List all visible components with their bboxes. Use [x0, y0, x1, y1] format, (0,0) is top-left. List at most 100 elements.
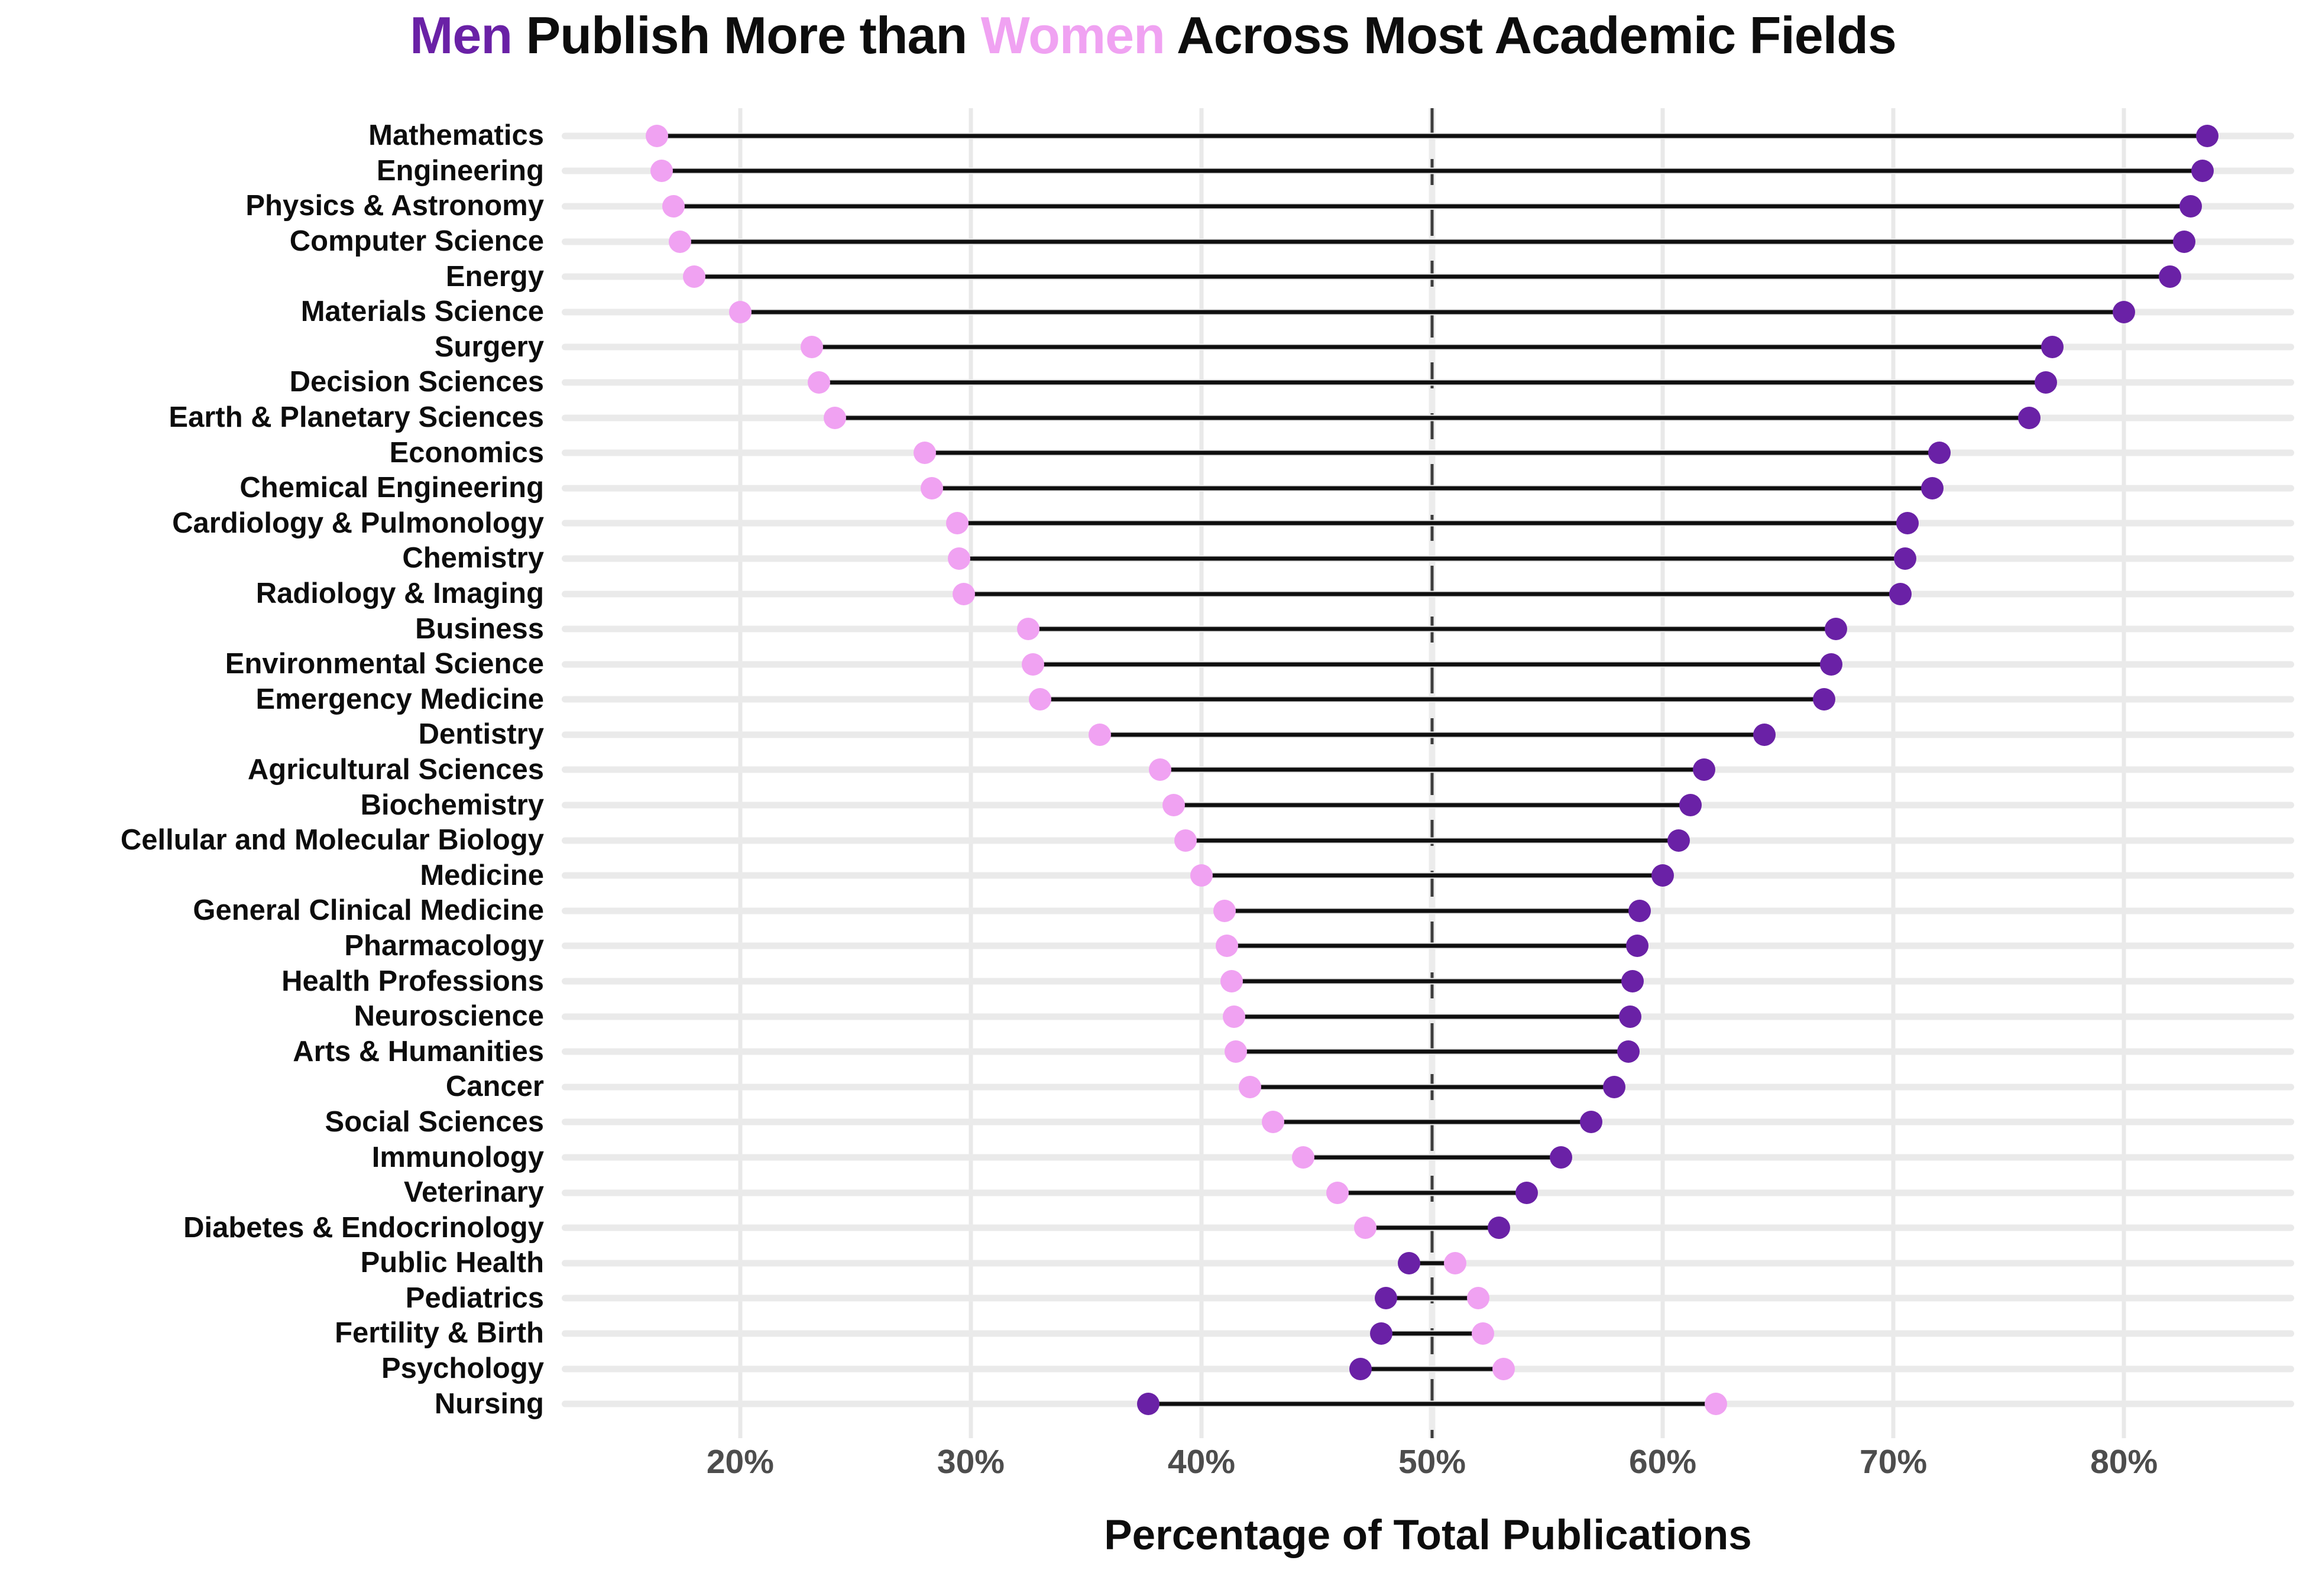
- row-connector: [1033, 662, 1831, 667]
- dot-women: [1190, 864, 1213, 887]
- dumbbell-row: [562, 1281, 2294, 1316]
- gridline-80: [2122, 108, 2126, 1438]
- dot-women: [1220, 970, 1243, 993]
- category-label: Psychology: [381, 1352, 544, 1385]
- dot-men: [1626, 935, 1649, 958]
- dot-women: [807, 371, 830, 394]
- category-label: Public Health: [360, 1247, 544, 1279]
- category-label: Fertility & Birth: [335, 1317, 544, 1350]
- category-label: Arts & Humanities: [293, 1035, 544, 1068]
- category-label: Cancer: [445, 1071, 544, 1103]
- dot-women: [669, 230, 692, 253]
- category-label: Environmental Science: [225, 648, 544, 680]
- row-connector: [1100, 732, 1764, 737]
- dumbbell-row: [562, 365, 2294, 400]
- row-connector: [1303, 1155, 1562, 1160]
- dumbbell-row: [562, 259, 2294, 294]
- row-connector: [1160, 767, 1705, 772]
- category-label: Social Sciences: [325, 1105, 544, 1138]
- row-connector: [662, 168, 2203, 173]
- dot-women: [1213, 899, 1236, 922]
- dumbbell-row: [562, 506, 2294, 541]
- dumbbell-row: [562, 224, 2294, 259]
- row-connector: [924, 450, 1940, 455]
- dot-men: [2172, 230, 2195, 253]
- gridline-30: [969, 108, 973, 1438]
- dot-men: [1621, 970, 1644, 993]
- dot-men: [1628, 899, 1651, 922]
- dot-men: [1819, 653, 1842, 676]
- dot-men: [1550, 1146, 1573, 1169]
- dot-women: [1467, 1287, 1490, 1310]
- dot-women: [1215, 935, 1238, 958]
- dot-women: [1326, 1181, 1349, 1204]
- dumbbell-row: [562, 893, 2294, 929]
- dot-women: [1028, 688, 1051, 711]
- dot-men: [1693, 758, 1716, 781]
- dot-women: [646, 124, 669, 147]
- reference-line-50: [1430, 108, 1434, 1438]
- row-connector: [834, 416, 2030, 420]
- category-axis: Mathematics Engineering Physics & Astronom…: [0, 118, 544, 1422]
- dot-women: [800, 336, 823, 359]
- dot-men: [2195, 124, 2218, 147]
- dot-women: [1353, 1217, 1377, 1240]
- chart-title: Men Publish More than Women Across Most …: [0, 8, 2306, 63]
- row-connector: [694, 274, 2171, 279]
- title-part-2: Women: [980, 6, 1165, 64]
- dot-men: [1667, 829, 1690, 852]
- dot-women: [1492, 1357, 1515, 1380]
- category-label: Nursing: [434, 1387, 544, 1420]
- row-connector: [680, 239, 2184, 244]
- dot-men: [2191, 160, 2214, 183]
- row-connector: [1236, 1049, 1628, 1054]
- row-connector: [1028, 627, 1836, 631]
- category-label: Chemistry: [402, 542, 544, 575]
- row-connector: [1174, 803, 1690, 807]
- dot-women: [1471, 1322, 1494, 1345]
- row-connector: [1201, 873, 1663, 878]
- x-tick-label-30: 30%: [937, 1443, 1005, 1481]
- dot-women: [1444, 1251, 1467, 1274]
- dot-women: [1017, 618, 1040, 641]
- dumbbell-row: [562, 1245, 2294, 1281]
- title-part-3: Across Most Academic Fields: [1164, 6, 1897, 64]
- category-label: Chemical Engineering: [239, 472, 544, 504]
- dumbbell-row: [562, 1175, 2294, 1211]
- title-part-1: Publish More than: [512, 6, 981, 64]
- dumbbell-row: [562, 330, 2294, 365]
- dumbbell-row: [562, 823, 2294, 858]
- category-label: Decision Sciences: [289, 366, 544, 398]
- category-label: Physics & Astronomy: [245, 190, 544, 222]
- dot-men: [1896, 512, 1919, 535]
- dot-women: [1022, 653, 1045, 676]
- dot-women: [948, 547, 971, 570]
- row-connector: [1148, 1402, 1716, 1406]
- row-connector: [957, 521, 1907, 525]
- category-label: Diabetes & Endocrinology: [183, 1211, 544, 1244]
- dot-men: [2179, 194, 2203, 218]
- dot-women: [823, 406, 846, 429]
- x-axis-ticks: 20% 30% 40% 50% 60% 70% 80%: [562, 1445, 2294, 1493]
- dot-men: [1619, 1005, 1642, 1028]
- row-connector: [959, 556, 1905, 561]
- dot-men: [1375, 1287, 1397, 1310]
- dot-men: [2041, 336, 2064, 359]
- dumbbell-row: [562, 647, 2294, 682]
- title-part-0: Men: [410, 6, 513, 64]
- dumbbell-row: [562, 752, 2294, 788]
- dumbbell-row: [562, 400, 2294, 436]
- dot-men: [1651, 864, 1675, 887]
- category-label: Pediatrics: [405, 1282, 544, 1314]
- x-tick-label-50: 50%: [1398, 1443, 1466, 1481]
- category-label: Pharmacology: [344, 929, 544, 962]
- dot-men: [1349, 1357, 1372, 1380]
- x-tick-label-80: 80%: [2090, 1443, 2158, 1481]
- dot-men: [1824, 618, 1847, 641]
- dot-men: [1488, 1217, 1511, 1240]
- dot-men: [1370, 1322, 1393, 1345]
- dot-women: [1174, 829, 1197, 852]
- dot-women: [682, 265, 705, 288]
- category-label: Economics: [389, 436, 544, 469]
